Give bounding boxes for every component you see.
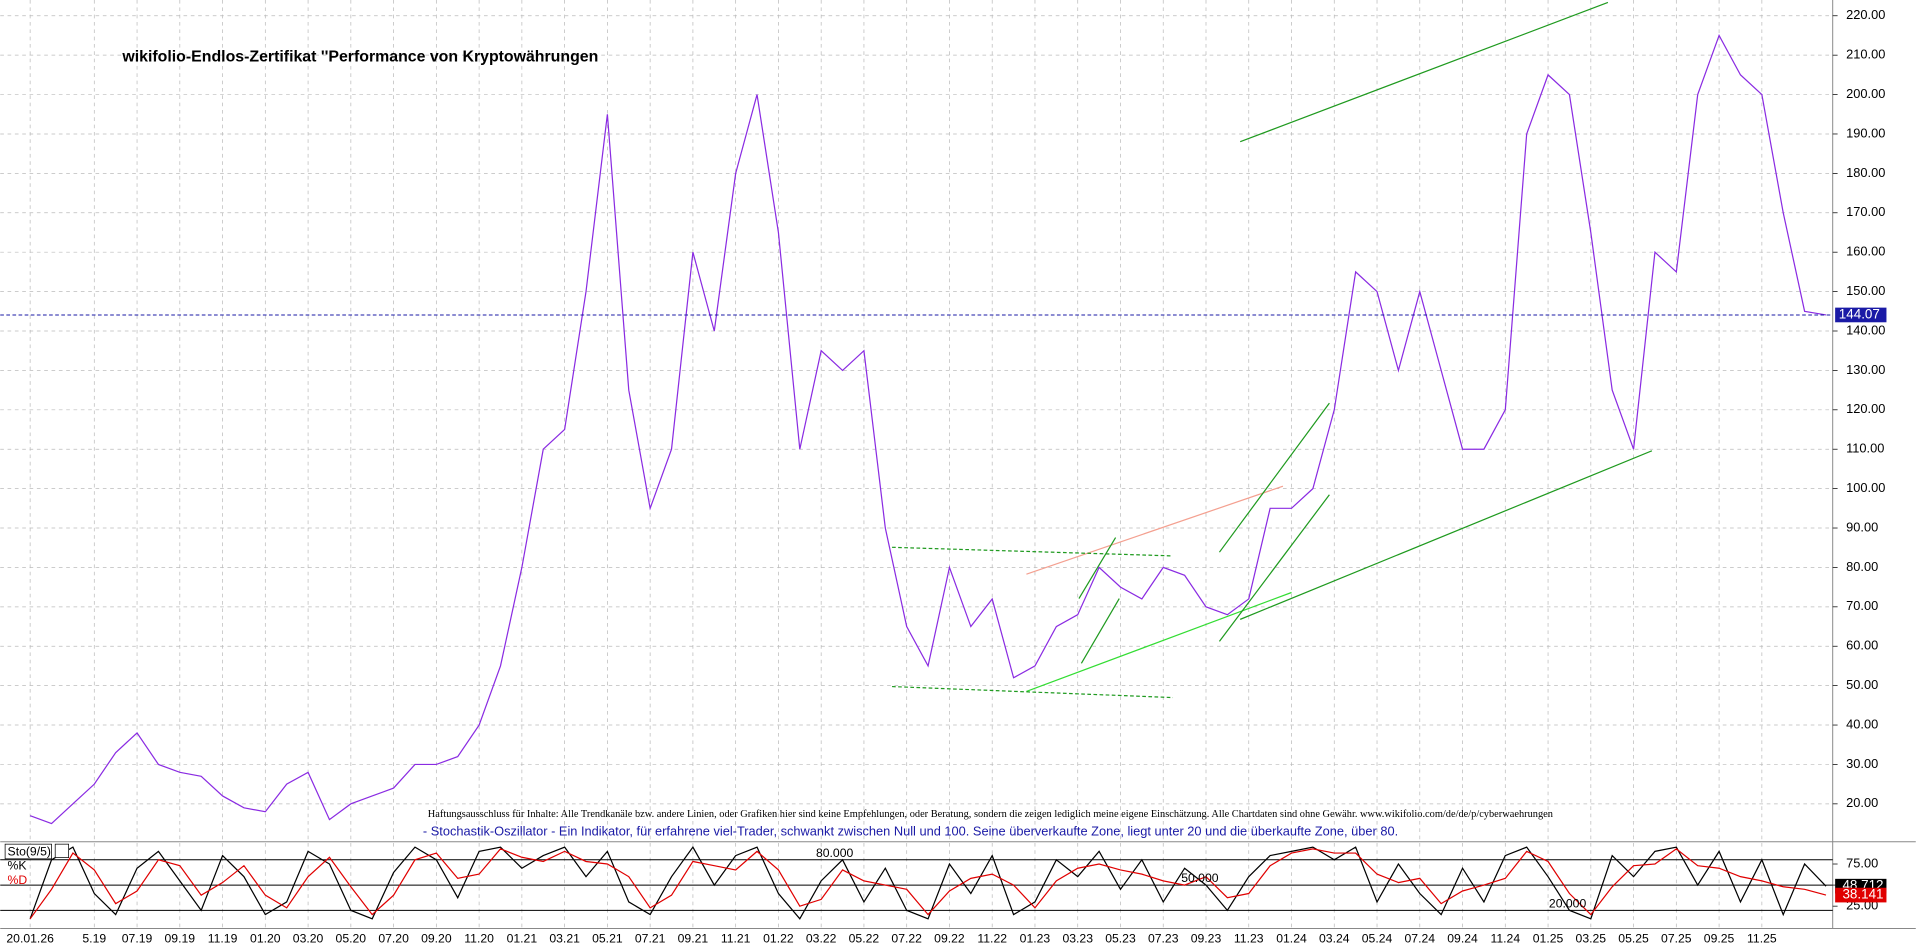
trend-line <box>1080 598 1120 664</box>
x-tick-label: 05.24 <box>1362 932 1393 946</box>
x-tick-label: 05.22 <box>849 932 880 946</box>
y-tick-label: 180.00 <box>1846 165 1885 180</box>
legend-label: %D <box>8 873 28 887</box>
plot <box>0 33 1833 920</box>
y-tick-label: 75.00 <box>1846 855 1878 870</box>
chart-title: wikifolio-Endlos-Zertifikat ''Performanc… <box>121 49 598 66</box>
trend-line <box>1078 537 1117 599</box>
x-tick-label: 07.20 <box>378 932 409 946</box>
x-tick-label: 05.21 <box>592 932 623 946</box>
x-tick-label: 09.23 <box>1191 932 1222 946</box>
y-tick-label: 210.00 <box>1846 47 1885 62</box>
x-tick-label: 09.20 <box>421 932 452 946</box>
current-value-box <box>1835 887 1887 903</box>
y-tick-label: 30.00 <box>1846 756 1878 771</box>
x-tick-label: 07.24 <box>1405 932 1436 946</box>
level-label: 80.000 <box>816 846 854 860</box>
x-tick-label: 09.19 <box>165 932 196 946</box>
x-tick-label: 01.24 <box>1276 932 1307 946</box>
x-tick-label: 01.21 <box>507 932 538 946</box>
y-tick-label: 170.00 <box>1846 204 1885 219</box>
x-tick-label: 05.23 <box>1105 932 1136 946</box>
y-tick-label: 200.00 <box>1846 86 1885 101</box>
trend-line <box>892 546 1171 557</box>
x-tick-label: 03.22 <box>806 932 837 946</box>
price-line <box>29 33 1827 825</box>
x-tick-label: 05.25 <box>1618 932 1649 946</box>
x-tick-label: 09.24 <box>1447 932 1478 946</box>
trend-lines <box>892 1 1653 699</box>
y-tick-label: 150.00 <box>1846 283 1885 298</box>
x-tick-label: 07.25 <box>1661 932 1692 946</box>
current-price-box <box>1835 307 1887 323</box>
x-tick-label: 09.21 <box>678 932 709 946</box>
y-tick-label: 130.00 <box>1846 362 1885 377</box>
level-label: 20.000 <box>1549 896 1587 910</box>
level-label: 50.000 <box>1181 871 1219 885</box>
expand-button[interactable] <box>54 843 70 858</box>
x-tick-label: 01.20 <box>250 932 281 946</box>
x-tick-label: 07.19 <box>122 932 153 946</box>
x-tick-label: 03.20 <box>293 932 324 946</box>
x-tick-label: 11.25 <box>1747 932 1777 946</box>
x-tick-label: 01.25 <box>1533 932 1564 946</box>
y-tick-label: 80.00 <box>1846 559 1878 574</box>
x-tick-label: 05.20 <box>336 932 367 946</box>
legend-label: %K <box>8 858 27 872</box>
x-tick-label: 11.19 <box>208 932 238 946</box>
y-tick-label: 50.00 <box>1846 677 1878 692</box>
trend-line <box>1026 485 1284 575</box>
y-tick-label: 70.00 <box>1846 598 1878 613</box>
y-tick-label: 20.00 <box>1846 795 1878 810</box>
x-tick-label: 11.24 <box>1490 932 1520 946</box>
disclaimer: Haftungsausschluss für Inhalte: Alle Tre… <box>428 809 1554 820</box>
x-tick-label: 11.22 <box>977 932 1007 946</box>
x-tick-label: 11.23 <box>1234 932 1264 946</box>
oscillator-line <box>29 846 1827 920</box>
y-tick-label: 140.00 <box>1846 322 1885 337</box>
trend-line <box>1026 591 1292 693</box>
x-tick-label: 09.22 <box>934 932 965 946</box>
indicator-note: - Stochastik-Oszillator - Ein Indikator,… <box>423 823 1398 838</box>
x-tick-label: 11.20 <box>464 932 494 946</box>
x-tick-label: 11.21 <box>721 932 751 946</box>
x-tick-label: 07.21 <box>635 932 666 946</box>
trend-line <box>1218 494 1330 642</box>
y-tick-label: 120.00 <box>1846 401 1885 416</box>
y-tick-label: 40.00 <box>1846 716 1878 731</box>
y-tick-label: 160.00 <box>1846 244 1885 259</box>
x-tick-label: 03.25 <box>1576 932 1607 946</box>
x-tick-label: 01.23 <box>1020 932 1051 946</box>
y-tick-label: 60.00 <box>1846 638 1878 653</box>
grid <box>0 0 1833 929</box>
y-tick-label: 90.00 <box>1846 519 1878 534</box>
x-tick-label: 03.24 <box>1319 932 1350 946</box>
x-tick-label: 07.23 <box>1148 932 1179 946</box>
y-tick-label: 100.00 <box>1846 480 1885 495</box>
x-tick-label: 03.21 <box>549 932 580 946</box>
x-tick-label: 03.23 <box>1062 932 1093 946</box>
x-tick-label: 20.01.26 <box>6 932 54 946</box>
x-tick-label: 07.22 <box>891 932 922 946</box>
trend-line <box>892 685 1174 699</box>
y-tick-label: 190.00 <box>1846 125 1885 140</box>
y-tick-label: 220.00 <box>1846 7 1885 22</box>
current-value-label: 38.141 <box>1842 887 1883 902</box>
trend-line <box>1218 402 1330 553</box>
current-price-label: 144.07 <box>1839 307 1880 322</box>
y-tick-label: 110.00 <box>1846 441 1884 456</box>
x-tick-label: 09.25 <box>1704 932 1735 946</box>
indicator-box <box>4 843 52 860</box>
trend-line <box>1239 450 1653 620</box>
x-tick-label: 01.22 <box>763 932 794 946</box>
trend-line <box>1239 1 1609 143</box>
x-tick-label: 5.19 <box>82 932 106 946</box>
indicator-title: Sto(9/5) <box>8 844 51 858</box>
oscillator-line <box>29 848 1827 920</box>
